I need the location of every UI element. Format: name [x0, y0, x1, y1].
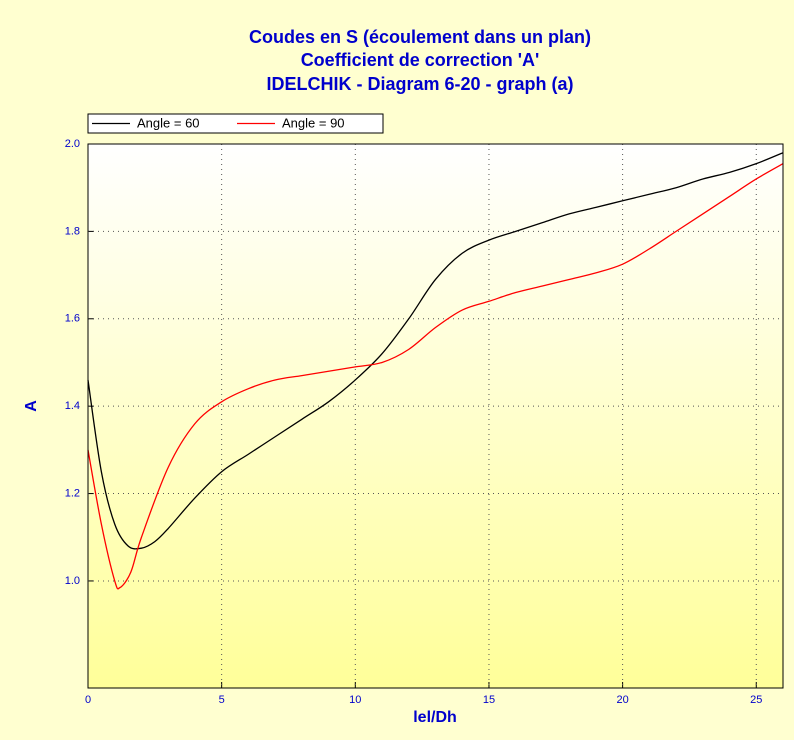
chart-subtitle: Coefficient de correction 'A'	[301, 50, 540, 70]
legend-label: Angle = 60	[137, 115, 200, 130]
y-tick-label: 2.0	[65, 138, 80, 150]
x-tick-label: 0	[85, 694, 91, 706]
y-tick-label: 1.4	[65, 400, 80, 412]
plot-border	[87, 143, 784, 689]
x-tick-label: 20	[616, 694, 628, 706]
chart-title: Coudes en S (écoulement dans un plan)	[249, 27, 591, 47]
legend-label: Angle = 90	[282, 115, 345, 130]
y-tick-label: 1.2	[65, 487, 80, 499]
y-axis-label: A	[23, 400, 40, 412]
y-tick-label: 1.6	[65, 313, 80, 325]
data-line	[87, 163, 784, 590]
data-line	[87, 152, 784, 550]
y-tick-label: 1.0	[65, 575, 80, 587]
x-tick-label: 15	[483, 694, 495, 706]
x-tick-label: 25	[750, 694, 762, 706]
chart-subtitle: IDELCHIK - Diagram 6-20 - graph (a)	[266, 74, 573, 94]
x-axis-label: lel/Dh	[413, 709, 457, 726]
legend-box	[87, 113, 384, 134]
y-tick-label: 1.8	[65, 225, 80, 237]
x-tick-label: 10	[349, 694, 361, 706]
x-tick-label: 5	[219, 694, 225, 706]
plot-area	[88, 144, 783, 688]
